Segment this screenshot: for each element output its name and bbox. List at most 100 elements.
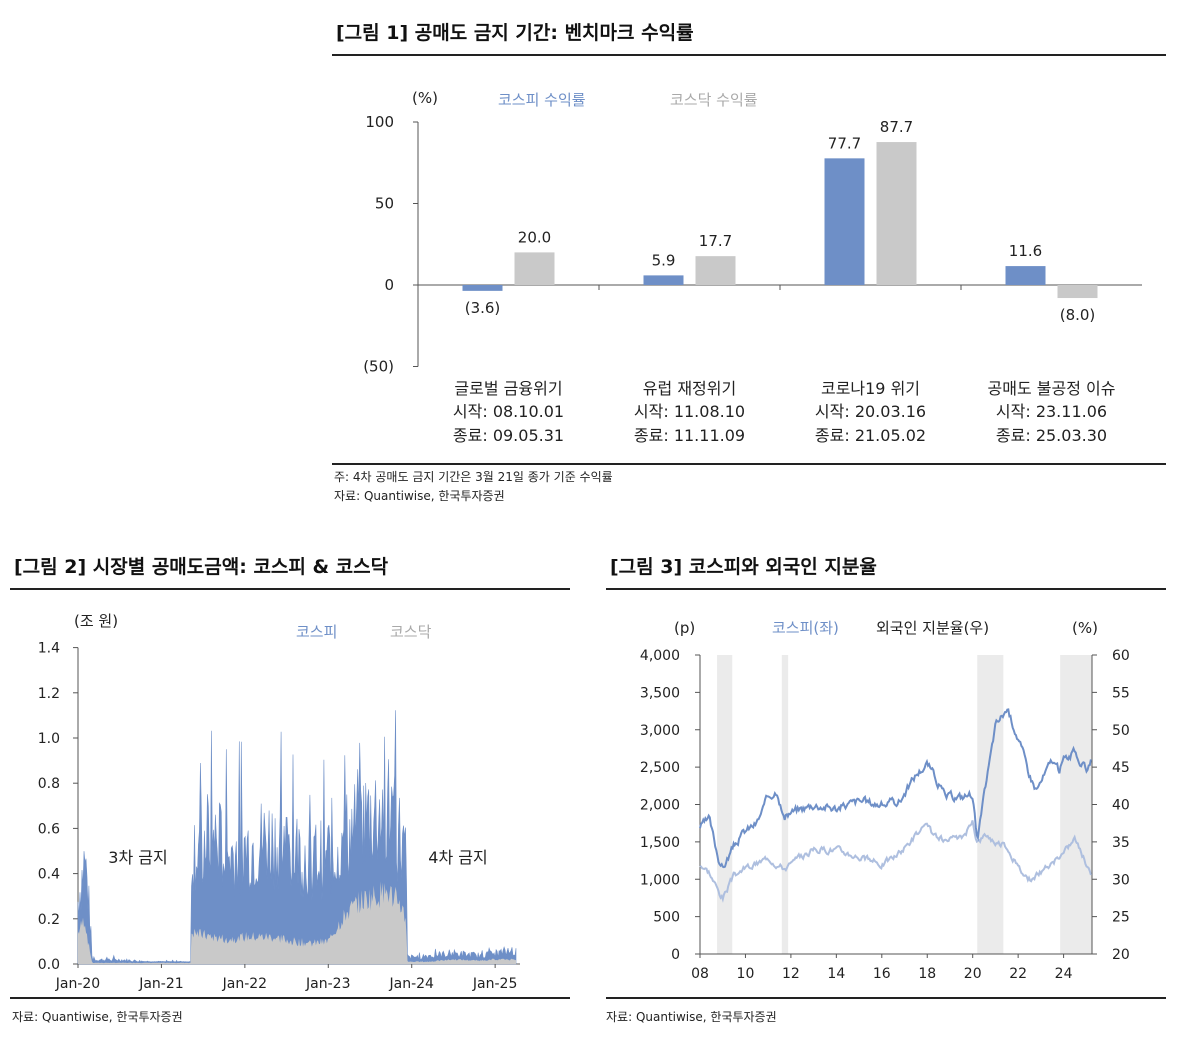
fig1-category-start: 시작: 23.11.06	[996, 402, 1107, 421]
fig1-data-label: (8.0)	[1060, 306, 1096, 324]
fig3-bottom-rule	[606, 997, 1166, 999]
fig3-ytick-left-label: 2,000	[640, 798, 680, 814]
fig1-ytick-label: 0	[384, 276, 394, 294]
fig2-annotation-ban3: 3차 금지	[108, 848, 167, 867]
fig3-legend-foreign: 외국인 지분율(우)	[876, 619, 989, 637]
fig3-xtick-label: 18	[918, 966, 936, 982]
fig3-ytick-right-label: 45	[1112, 760, 1130, 776]
fig3-xtick-label: 24	[1055, 966, 1073, 982]
fig1-bar-kospi	[462, 285, 503, 291]
fig1-category-name: 코로나19 위기	[821, 379, 920, 398]
fig1-title: [그림 1] 공매도 금지 기간: 벤치마크 수익률	[336, 22, 694, 44]
fig2-xtick-label: Jan-21	[138, 976, 183, 992]
fig1-bar-kospi	[824, 158, 865, 285]
fig2-xtick-label: Jan-24	[388, 976, 434, 992]
fig1-category-start: 시작: 11.08.10	[634, 402, 745, 421]
fig1-category-name: 공매도 불공정 이슈	[988, 379, 1116, 398]
fig1-legend-kosdaq: 코스닥 수익률	[670, 91, 758, 109]
fig1-category-name: 유럽 재정위기	[643, 379, 736, 398]
fig3-line-foreign	[699, 820, 1092, 903]
fig2-ytick-label: 1.4	[38, 641, 60, 657]
fig3-ytick-left-label: 2,500	[640, 760, 680, 776]
fig3-ytick-left-label: 1,000	[640, 872, 680, 888]
fig1-bar-kospi	[643, 275, 684, 285]
fig3-source: 자료: Quantiwise, 한국투자증권	[606, 1010, 777, 1024]
fig2-xtick-label: Jan-23	[305, 976, 350, 992]
fig1-top-rule	[332, 54, 1166, 56]
fig3-ytick-right-label: 50	[1112, 723, 1130, 739]
fig1-category-end: 종료: 11.11.09	[634, 426, 745, 445]
fig3-ytick-right-label: 55	[1112, 685, 1130, 701]
fig2-bottom-rule	[10, 997, 570, 999]
fig1-data-label: 11.6	[1009, 242, 1042, 260]
fig3-ytick-right-label: 30	[1112, 872, 1130, 888]
fig2-unit-label: (조 원)	[74, 612, 118, 630]
fig1-data-label: 87.7	[880, 118, 913, 136]
fig3-ytick-right-label: 25	[1112, 910, 1130, 926]
fig3-ban-period	[781, 655, 789, 954]
fig1-bar-kosdaq	[514, 252, 555, 285]
fig3-top-rule	[606, 588, 1166, 590]
fig1-unit-label: (%)	[412, 89, 438, 107]
fig1-category-end: 종료: 25.03.30	[996, 426, 1107, 445]
fig3-xtick-label: 20	[964, 966, 982, 982]
fig1-bottom-rule	[332, 463, 1166, 465]
fig2-area-kospi	[77, 710, 517, 965]
fig3-ytick-left-label: 4,000	[640, 648, 680, 664]
fig2-legend-kosdaq: 코스닥	[390, 623, 432, 641]
fig1-data-label: (3.6)	[465, 299, 501, 317]
fig1-category-start: 시작: 08.10.01	[453, 402, 564, 421]
fig1-ytick-label: 50	[375, 195, 394, 213]
fig2-area-kosdaq	[78, 881, 516, 964]
fig2-legend-kospi: 코스피	[296, 623, 337, 641]
fig2-annotation-ban4: 4차 금지	[428, 848, 487, 867]
fig1-data-label: 20.0	[518, 228, 551, 246]
fig2-source: 자료: Quantiwise, 한국투자증권	[12, 1010, 183, 1024]
fig3-xtick-label: 12	[782, 966, 800, 982]
fig2-ytick-label: 1.0	[38, 731, 60, 747]
fig1-bar-kosdaq	[695, 256, 736, 285]
fig3-xtick-label: 16	[873, 966, 891, 982]
fig3-ban-period	[977, 655, 1004, 954]
fig3-xtick-label: 14	[827, 966, 845, 982]
fig2-xtick-label: Jan-25	[472, 976, 517, 992]
fig1-category-end: 종료: 21.05.02	[815, 426, 926, 445]
fig1-data-label: 17.7	[699, 232, 732, 250]
fig2-ytick-label: 0.0	[38, 957, 60, 973]
fig3-legend-kospi: 코스피(좌)	[772, 619, 839, 637]
fig3-line-chart: 0 500 1,000 1,500 2,000 2,500 3,000 3,500 4,000 2…	[640, 619, 1130, 982]
fig3-xtick-label: 08	[691, 966, 709, 982]
fig1-bar-kosdaq	[876, 142, 917, 285]
fig3-ytick-right-label: 60	[1112, 648, 1130, 664]
fig3-ytick-left-label: 3,500	[640, 685, 680, 701]
fig1-ytick-label: 100	[365, 113, 394, 131]
fig3-ban-period	[717, 655, 733, 954]
fig2-xtick-label: Jan-20	[55, 976, 100, 992]
fig3-ytick-left-label: 1,500	[640, 835, 680, 851]
fig3-ytick-right-label: 35	[1112, 835, 1130, 851]
fig1-note: 주: 4차 공매도 금지 기간은 3월 21일 종가 기준 수익률	[334, 470, 613, 484]
fig2-ytick-label: 0.6	[38, 821, 60, 837]
fig2-xtick-label: Jan-22	[222, 976, 267, 992]
fig3-xtick-label: 22	[1009, 966, 1027, 982]
fig2-top-rule	[10, 588, 570, 590]
fig3-ytick-left-label: 3,000	[640, 723, 680, 739]
fig3-title: [그림 3] 코스피와 외국인 지분율	[610, 556, 877, 578]
fig3-left-unit: (p)	[674, 619, 695, 637]
fig2-title: [그림 2] 시장별 공매도금액: 코스피 & 코스닥	[14, 556, 389, 578]
fig1-bar-kosdaq	[1057, 285, 1098, 299]
fig1-category-name: 글로벌 금융위기	[454, 379, 562, 398]
fig1-category-start: 시작: 20.03.16	[815, 402, 926, 421]
fig3-right-unit: (%)	[1072, 619, 1098, 637]
fig1-data-label: 5.9	[652, 251, 676, 269]
fig1-category-end: 종료: 09.05.31	[453, 426, 564, 445]
fig3-ytick-right-label: 20	[1112, 947, 1130, 963]
fig3-ytick-left-label: 0	[671, 947, 680, 963]
fig3-ytick-right-label: 40	[1112, 798, 1130, 814]
fig2-area-chart: 0.0 0.2 0.4 0.6 0.8 1.0 1.2 1.4 (조 원) 코스피 코스닥 Jan-2…	[38, 612, 520, 992]
fig1-data-label: 77.7	[828, 134, 861, 152]
fig1-ytick-label: (50)	[363, 358, 394, 376]
fig3-xtick-label: 10	[737, 966, 755, 982]
fig2-ytick-label: 0.8	[38, 776, 60, 792]
fig1-bar-kospi	[1005, 266, 1046, 285]
